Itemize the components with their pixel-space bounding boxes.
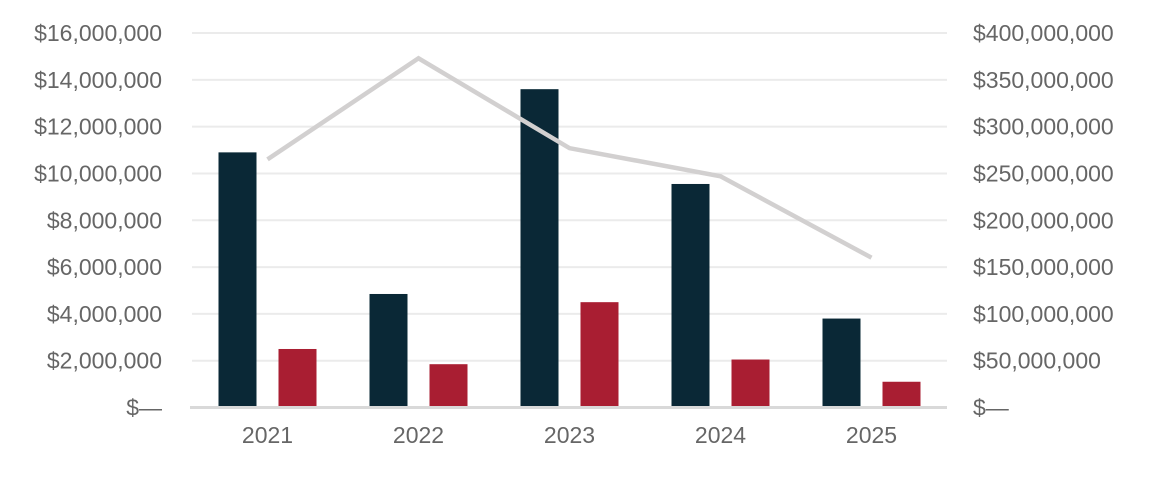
right-axis-tick-label: $350,000,000: [973, 67, 1114, 93]
right-axis-tick-label: $100,000,000: [973, 301, 1114, 327]
left-axis-tick-label: $—: [126, 395, 162, 421]
bar-bars-navy-2023: [520, 89, 559, 408]
x-axis-label: 2023: [544, 422, 595, 448]
bars-crimson-series: [278, 302, 921, 408]
left-axis-tick-labels: $— $2,000,000 $4,000,000 $6,000,000 $8,000,0…: [34, 20, 162, 421]
x-axis-label: 2021: [242, 422, 293, 448]
x-axis-labels: 2021 2022 2023 2024 2025: [242, 422, 897, 448]
bar-bars-navy-2024: [671, 183, 710, 408]
grid-lines: [192, 32, 947, 362]
right-axis-tick-label: $—: [973, 395, 1009, 421]
left-axis-tick-label: $8,000,000: [47, 207, 162, 233]
left-axis-tick-label: $4,000,000: [47, 301, 162, 327]
left-axis-tick-label: $6,000,000: [47, 254, 162, 280]
bar-bars-navy-2025: [822, 318, 861, 408]
right-axis-tick-label: $50,000,000: [973, 348, 1101, 374]
bar-bars-crimson-2024: [731, 359, 770, 408]
left-axis-tick-label: $10,000,000: [34, 160, 162, 186]
bar-bars-crimson-2022: [429, 364, 468, 408]
left-axis-tick-label: $14,000,000: [34, 67, 162, 93]
bar-bars-crimson-2021: [278, 348, 317, 408]
right-axis-tick-label: $250,000,000: [973, 160, 1114, 186]
x-axis-label: 2025: [846, 422, 897, 448]
bar-bars-navy-2022: [369, 293, 408, 408]
bar-bars-crimson-2023: [580, 302, 619, 408]
x-axis-label: 2022: [393, 422, 444, 448]
left-axis-tick-label: $2,000,000: [47, 348, 162, 374]
line-gray-path: [266, 55, 873, 260]
left-axis-tick-label: $16,000,000: [34, 20, 162, 46]
x-axis-label: 2024: [695, 422, 746, 448]
right-axis-tick-label: $150,000,000: [973, 254, 1114, 280]
left-axis-tick-label: $12,000,000: [34, 114, 162, 140]
right-axis-tick-label: $200,000,000: [973, 207, 1114, 233]
bar-bars-navy-2021: [218, 152, 257, 408]
right-axis-tick-label: $400,000,000: [973, 20, 1114, 46]
right-axis-tick-labels: $— $50,000,000 $100,000,000 $150,000,000 $20…: [973, 20, 1114, 421]
right-axis-tick-label: $300,000,000: [973, 114, 1114, 140]
bar-bars-crimson-2025: [882, 381, 921, 408]
bars-navy-series: [218, 89, 861, 408]
